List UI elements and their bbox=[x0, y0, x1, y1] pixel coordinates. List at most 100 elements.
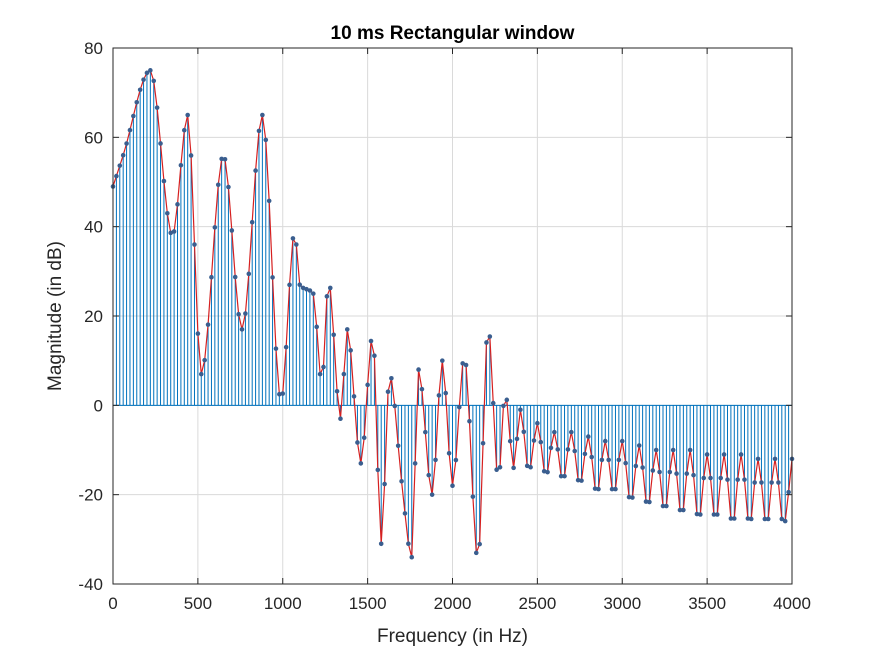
data-point bbox=[490, 400, 496, 406]
axis-ticks: 0 500 1000 1500 2000 2500 3000 3500 4000 -40 -20 0 2… bbox=[78, 39, 810, 613]
data-point bbox=[175, 202, 180, 207]
data-point bbox=[640, 465, 645, 470]
data-point bbox=[440, 358, 445, 363]
data-point bbox=[402, 511, 408, 516]
data-point bbox=[579, 478, 584, 483]
data-point bbox=[331, 332, 336, 338]
data-point bbox=[687, 447, 693, 453]
data-point bbox=[365, 382, 370, 388]
data-point bbox=[334, 388, 340, 394]
x-tick-label: 1500 bbox=[349, 594, 387, 613]
data-point bbox=[528, 464, 533, 470]
data-point bbox=[378, 541, 384, 547]
data-point bbox=[148, 68, 153, 73]
data-point bbox=[779, 516, 785, 522]
data-point bbox=[782, 518, 788, 524]
data-point bbox=[134, 99, 140, 105]
data-point bbox=[721, 452, 727, 457]
data-point bbox=[480, 441, 486, 446]
data-point bbox=[222, 156, 228, 162]
data-point bbox=[429, 492, 435, 497]
data-point bbox=[446, 451, 452, 456]
data-point bbox=[236, 311, 241, 317]
data-point bbox=[619, 438, 625, 444]
data-point bbox=[636, 443, 642, 448]
data-point bbox=[752, 480, 757, 485]
data-point bbox=[114, 173, 119, 179]
chart-title: 10 ms Rectangular window bbox=[331, 23, 575, 44]
x-tick-label: 1000 bbox=[264, 594, 302, 613]
data-point bbox=[681, 507, 686, 513]
y-tick-label: 0 bbox=[94, 396, 103, 415]
data-point bbox=[698, 512, 703, 517]
data-point bbox=[375, 467, 381, 473]
data-point bbox=[246, 271, 252, 277]
data-point bbox=[426, 472, 432, 478]
data-point bbox=[660, 503, 666, 509]
data-point bbox=[348, 348, 353, 353]
data-point bbox=[409, 554, 415, 560]
data-point bbox=[602, 438, 608, 444]
data-point bbox=[226, 184, 231, 190]
data-point bbox=[596, 486, 601, 492]
y-axis-label: Magnitude (in dB) bbox=[45, 241, 66, 391]
data-point bbox=[701, 475, 707, 481]
data-point bbox=[691, 472, 696, 478]
data-point bbox=[565, 447, 571, 452]
data-point bbox=[633, 463, 639, 469]
data-point bbox=[718, 475, 724, 481]
data-point bbox=[456, 404, 462, 410]
data-point bbox=[283, 344, 289, 350]
data-point bbox=[586, 434, 591, 439]
x-axis-label: Frequency (in Hz) bbox=[377, 626, 528, 647]
data-point bbox=[626, 494, 632, 500]
data-point bbox=[494, 467, 499, 472]
data-point bbox=[555, 447, 561, 452]
data-point bbox=[127, 127, 133, 133]
data-point bbox=[338, 416, 343, 422]
data-point bbox=[460, 361, 465, 366]
data-point bbox=[239, 327, 245, 332]
data-point bbox=[433, 457, 438, 463]
data-point bbox=[256, 128, 262, 134]
data-point bbox=[582, 451, 588, 457]
data-point bbox=[769, 480, 774, 485]
data-point bbox=[419, 386, 425, 392]
data-point bbox=[263, 137, 269, 143]
data-point bbox=[453, 457, 459, 463]
data-point bbox=[297, 282, 303, 288]
data-point bbox=[124, 141, 129, 146]
data-point bbox=[599, 457, 605, 463]
y-tick-label: 60 bbox=[84, 128, 103, 147]
data-point bbox=[249, 219, 255, 225]
data-point bbox=[195, 331, 201, 336]
data-point bbox=[209, 274, 214, 280]
data-point bbox=[497, 465, 503, 470]
data-point bbox=[131, 113, 136, 119]
data-point bbox=[518, 407, 523, 413]
data-point bbox=[423, 429, 428, 435]
data-point bbox=[158, 141, 163, 146]
data-point bbox=[141, 77, 146, 82]
data-point bbox=[280, 391, 286, 396]
data-point bbox=[545, 469, 550, 475]
data-point bbox=[327, 285, 333, 291]
data-point bbox=[562, 473, 567, 479]
data-point bbox=[748, 516, 754, 522]
data-point bbox=[501, 403, 506, 409]
data-point bbox=[776, 480, 781, 485]
x-tick-label: 3500 bbox=[688, 594, 726, 613]
data-point bbox=[344, 327, 350, 332]
y-tick-label: 20 bbox=[84, 307, 103, 326]
y-tick-label: -20 bbox=[78, 486, 103, 505]
data-point bbox=[677, 507, 683, 513]
data-point bbox=[243, 311, 248, 316]
data-point bbox=[120, 152, 126, 158]
y-tick-label: -40 bbox=[78, 575, 103, 594]
x-tick-label: 4000 bbox=[773, 594, 811, 613]
data-point bbox=[307, 288, 313, 293]
data-point bbox=[704, 452, 710, 457]
data-point bbox=[657, 469, 662, 475]
data-point bbox=[165, 210, 170, 216]
data-point bbox=[762, 516, 768, 522]
